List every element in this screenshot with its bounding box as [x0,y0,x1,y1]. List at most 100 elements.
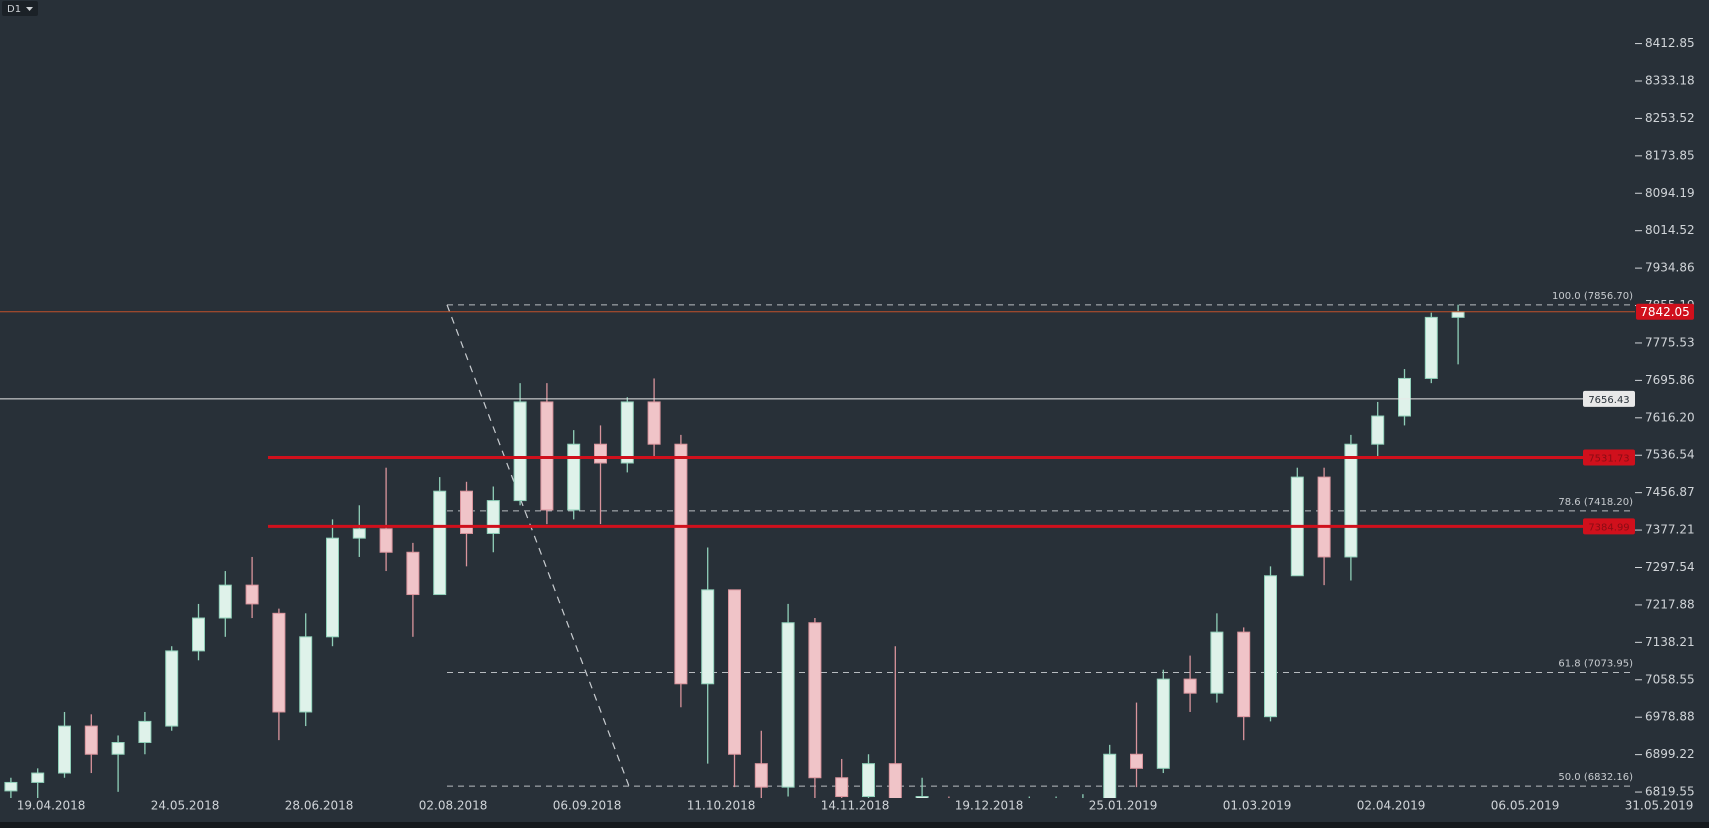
x-tick-label: 19.04.2018 [17,799,86,813]
y-tick-label: 8173.85 [1645,148,1695,162]
price-tag [1583,390,1635,407]
x-tick-label: 01.03.2019 [1223,799,1292,813]
candle-body [352,528,366,539]
candle-body [915,796,929,798]
candle-body [192,617,205,652]
y-tick-label: 7616.20 [1645,410,1695,424]
candle-body [379,528,393,553]
y-tick-label: 7058.55 [1645,672,1695,686]
candle-body [1103,753,1117,798]
price-tag-label: 7531.73 [1588,453,1629,464]
candle-body [460,490,473,534]
candle-body [1130,753,1143,769]
timeframe-button[interactable] [2,1,38,16]
fib-level-label: 61.8 (7073.95) [1558,659,1633,670]
candle-body [138,720,152,744]
y-tick-label: 8333.18 [1645,73,1695,87]
candle-body [513,401,527,502]
y-tick-label: 8253.52 [1645,111,1695,125]
candle-body [781,622,795,788]
candle-body [594,443,607,464]
overlays: 100.0 (7856.70) 78.6 (7418.20) 61.8 (7073.… [446,291,1635,787]
price-tag-label: 7656.43 [1588,395,1629,406]
candle-body [1264,575,1277,718]
candle-body [486,500,500,534]
candle-body [84,725,98,755]
price-tag [1636,303,1694,320]
candle-body [245,584,259,605]
fib-level-label: 100.0 (7856.70) [1552,291,1633,302]
x-tick-label: 02.08.2018 [419,799,488,813]
y-tick-label: 7138.21 [1645,635,1695,649]
y-tick-label: 7536.54 [1645,448,1695,462]
candle-body [647,401,661,445]
y-tick-label: 7377.21 [1645,523,1695,537]
candle-body [433,490,447,596]
dropdown-arrow[interactable] [26,7,33,11]
y-tick-label: 7217.88 [1645,597,1695,611]
x-tick-label: 14.11.2018 [821,799,890,813]
y-tick-label: 7775.53 [1645,335,1695,349]
candle-body [888,763,902,798]
y-tick-label: 7695.86 [1645,373,1695,387]
fib-level-label: 50.0 (6832.16) [1558,772,1633,783]
x-tick-label: 25.01.2019 [1089,799,1158,813]
y-tick-label: 7934.86 [1645,261,1695,275]
x-tick-label: 24.05.2018 [151,799,220,813]
price-tag-label: 7842.05 [1640,305,1690,319]
candle-body [567,443,581,511]
candle-body [1317,476,1331,558]
candle-body [326,537,339,638]
x-tick-label: 02.04.2019 [1357,799,1426,813]
price-tag-label: 7384.99 [1588,522,1629,533]
x-tick-label: 19.12.2018 [955,799,1024,813]
candle-body [1156,678,1170,769]
y-tick-label: 8412.85 [1645,36,1695,50]
bottom-strip [0,822,1709,828]
y-tick-label: 7297.54 [1645,560,1695,574]
x-tick-label: 06.09.2018 [553,799,622,813]
candle-body [701,589,715,685]
candle-body [58,725,71,774]
y-tick-label: 6899.22 [1645,747,1695,761]
timeframe-label[interactable]: D1 [7,4,21,15]
axes: 8412.85 8333.18 8253.52 8173.85 8094.19 8014.… [0,36,1695,813]
candle-body [1424,316,1438,379]
candle-body [1237,631,1251,718]
candle-body [4,781,18,792]
x-tick-label: 06.05.2019 [1491,799,1560,813]
candle-body [754,763,768,788]
candle-body [1344,443,1358,558]
candle-body [1398,377,1411,417]
candle-body [272,612,286,713]
x-tick-label: 28.06.2018 [285,799,354,813]
x-tick-label: 31.05.2019 [1625,799,1694,813]
candle-body [674,443,688,685]
candle-body [862,763,875,798]
candle-body [835,777,849,798]
y-tick-label: 8094.19 [1645,186,1695,200]
candle-body [1371,415,1385,445]
timeframe-selector[interactable]: D1 [2,1,38,16]
x-tick-label: 11.10.2018 [687,799,756,813]
price-tag [1583,518,1635,535]
candle-body [218,584,232,619]
y-tick-label: 6978.88 [1645,710,1695,724]
candle-body [165,650,179,727]
candle-body [728,589,741,755]
candle-body [540,401,554,511]
y-tick-label: 8014.52 [1645,223,1695,237]
candle-body [31,772,45,783]
candle-body [1210,631,1224,694]
candle-body [808,622,822,779]
candle-body [1451,311,1465,318]
candle-body [406,551,420,596]
fib-level-label: 78.6 (7418.20) [1558,497,1633,508]
y-tick-label: 7456.87 [1645,485,1695,499]
candle-body [111,742,125,755]
price-tag [1583,449,1635,466]
candle-body [620,401,634,464]
